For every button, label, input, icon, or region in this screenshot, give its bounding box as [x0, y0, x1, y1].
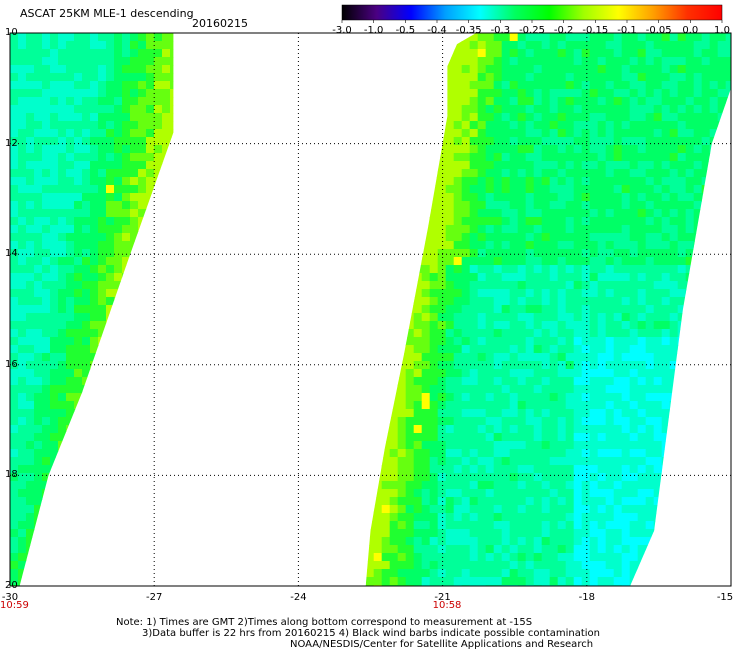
latitude-label: 16	[5, 358, 18, 370]
west-swath	[10, 33, 174, 586]
latitude-label: 14	[5, 248, 18, 260]
colorbar-label: -0.15	[582, 25, 609, 36]
note-line-1: Note: 1) Times are GMT 2)Times along bot…	[116, 617, 533, 628]
product-date: 20160215	[192, 17, 248, 30]
colorbar-label: -0.3	[490, 25, 511, 36]
colorbar-label: -1.0	[363, 25, 384, 36]
product-title: ASCAT 25KM MLE-1 descending	[20, 7, 194, 20]
colorbar	[341, 4, 723, 23]
map-frame	[9, 32, 732, 587]
longitude-label: -24	[290, 592, 307, 603]
colorbar-label: 0.0	[682, 25, 699, 36]
latitude-label: 20	[5, 580, 18, 591]
latitude-label: 18	[5, 469, 18, 481]
latitude-label: 12	[5, 137, 18, 149]
time-label: 10:58	[432, 600, 462, 611]
longitude-label: -30	[1, 592, 19, 603]
longitude-label: -21	[434, 592, 451, 603]
time-label: 10:59	[0, 600, 29, 611]
longitude-label: -18	[578, 592, 595, 603]
colorbar-label: -0.25	[519, 25, 545, 36]
colorbar-label: 1.0	[714, 25, 730, 36]
note-line-2: 3)Data buffer is 22 hrs from 20160215 4)…	[142, 628, 600, 639]
colorbar-label: -0.1	[617, 25, 637, 36]
colorbar-label: -0.5	[395, 25, 416, 36]
colorbar-label: -0.35	[455, 25, 482, 36]
east-swath	[365, 33, 731, 586]
colorbar-label: -3.0	[332, 25, 352, 36]
colorbar-label: -0.05	[645, 25, 672, 36]
colorbar-label: -0.4	[427, 25, 447, 36]
note-line-3: NOAA/NESDIS/Center for Satellite Applica…	[290, 639, 594, 650]
colorbar-label: -0.2	[553, 25, 574, 36]
colorbar-gradient	[341, 4, 723, 21]
longitude-label: -15	[716, 592, 734, 603]
latitude-label: 10	[5, 27, 18, 38]
longitude-label: -27	[146, 592, 163, 603]
